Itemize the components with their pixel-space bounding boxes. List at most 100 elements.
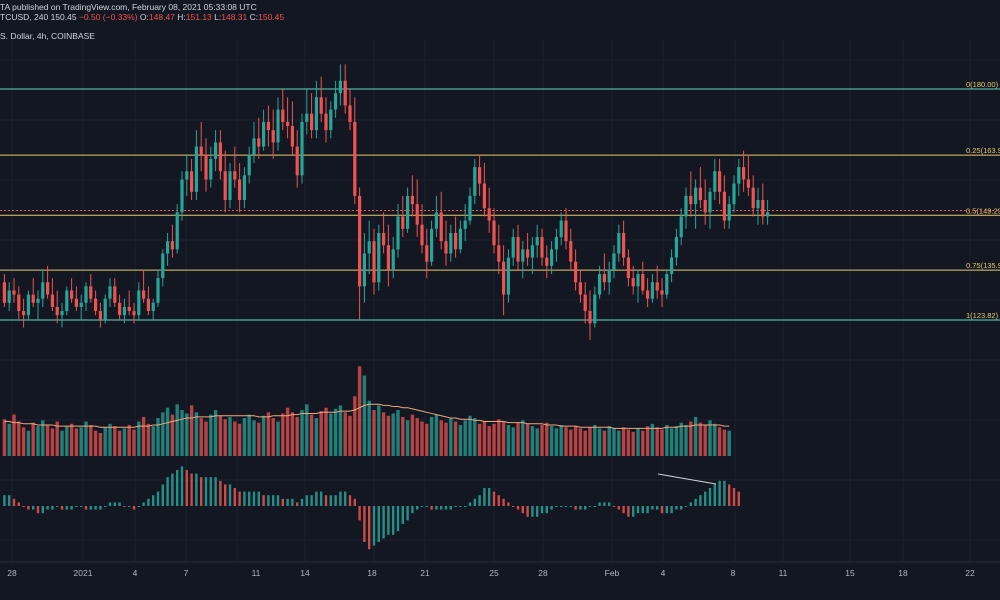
candle-body xyxy=(204,154,208,180)
macd-bar xyxy=(684,506,688,507)
macd-bar xyxy=(598,502,601,506)
volume-bar xyxy=(98,433,103,456)
macd-bar xyxy=(142,502,145,506)
volume-bar xyxy=(309,414,314,456)
volume-bar xyxy=(151,426,155,456)
candle-body xyxy=(722,191,726,221)
candle-body xyxy=(132,311,136,316)
macd-bar xyxy=(147,498,150,506)
macd-bar xyxy=(94,506,97,510)
candle-body xyxy=(458,228,462,250)
volume-bar xyxy=(209,414,213,456)
candle-body xyxy=(449,232,453,254)
volume-bar xyxy=(698,422,703,456)
volume-bar xyxy=(631,431,635,456)
macd-bar xyxy=(459,506,462,507)
candle-body xyxy=(218,142,222,172)
candle-body xyxy=(50,294,54,307)
volume-bar xyxy=(319,411,323,456)
volume-bar xyxy=(669,428,674,456)
macd-bar xyxy=(382,506,385,539)
volume-bar xyxy=(108,423,112,456)
volume-bar xyxy=(69,423,74,456)
macd-bar xyxy=(694,498,697,506)
candle-body xyxy=(271,130,275,143)
macd-bar xyxy=(689,502,692,506)
volume-bar xyxy=(26,430,31,456)
o-label: O: xyxy=(139,12,149,22)
candle-body xyxy=(79,302,83,307)
candle-body xyxy=(334,93,338,110)
macd-bar xyxy=(276,495,280,506)
volume-bar xyxy=(660,429,664,456)
candle-body xyxy=(766,212,770,217)
volume-bar xyxy=(372,410,376,456)
volume-bar xyxy=(602,430,607,456)
fib-label: 1(123.82) xyxy=(966,311,999,320)
volume-bar xyxy=(636,428,640,456)
candle-body xyxy=(281,109,285,122)
candle-body xyxy=(646,290,650,299)
macd-bar xyxy=(497,495,500,506)
macd-bar xyxy=(603,502,606,506)
candle-body xyxy=(674,237,678,258)
macd-bar xyxy=(468,502,472,506)
candle-body xyxy=(751,187,755,209)
macd-bar xyxy=(27,506,30,510)
macd-bar xyxy=(612,506,616,507)
macd-bar xyxy=(636,506,640,514)
volume-bar xyxy=(396,410,400,456)
candle-body xyxy=(362,253,366,287)
volume-bar xyxy=(367,400,371,456)
volume-bar xyxy=(300,410,304,456)
volume-bar xyxy=(689,421,693,456)
candle-body xyxy=(487,208,491,221)
volume-bar xyxy=(12,414,16,456)
macd-bar xyxy=(699,495,702,506)
candle-body xyxy=(353,121,357,196)
volume-bar xyxy=(17,421,21,456)
macd-bar xyxy=(252,491,256,506)
candle-body xyxy=(593,294,597,324)
header-line-1: TA published on TradingView.com, Februar… xyxy=(0,2,284,22)
volume-bar xyxy=(377,405,381,456)
candle-body xyxy=(506,257,510,295)
volume-bar xyxy=(103,427,107,456)
candle-body xyxy=(324,113,328,131)
candle-body xyxy=(718,171,722,192)
volume-bar xyxy=(516,422,520,456)
volume-bar xyxy=(713,423,717,456)
volume-bar xyxy=(612,428,616,456)
candle-body xyxy=(439,212,443,242)
fib-label: 0(180.00) xyxy=(966,80,999,89)
macd-bar xyxy=(588,506,592,507)
candle-body xyxy=(209,158,213,180)
candle-body xyxy=(636,274,640,287)
volume-bar xyxy=(521,420,525,456)
candle-body xyxy=(391,249,395,270)
x-tick-label: 8 xyxy=(731,568,736,578)
candle-body xyxy=(679,216,683,238)
volume-bar xyxy=(213,410,218,456)
macd-bar xyxy=(272,495,275,506)
candle-body xyxy=(698,187,702,201)
candle-body xyxy=(535,237,539,246)
volume-bar xyxy=(79,427,83,456)
x-tick-label: 11 xyxy=(779,568,788,578)
candle-body xyxy=(343,80,347,106)
macd-bar xyxy=(113,502,116,506)
volume-bar xyxy=(156,418,160,456)
volume-bar xyxy=(285,407,290,456)
candle-body xyxy=(46,282,50,295)
volume-bar xyxy=(60,430,64,456)
o-value: 148.47 xyxy=(148,12,175,22)
volume-bar xyxy=(353,396,357,456)
candle-body xyxy=(151,302,155,312)
x-tick-label: 14 xyxy=(300,568,310,578)
volume-bar xyxy=(559,424,563,456)
macd-bar xyxy=(440,506,443,510)
volume-bar xyxy=(458,424,463,456)
macd-pane xyxy=(3,466,740,550)
